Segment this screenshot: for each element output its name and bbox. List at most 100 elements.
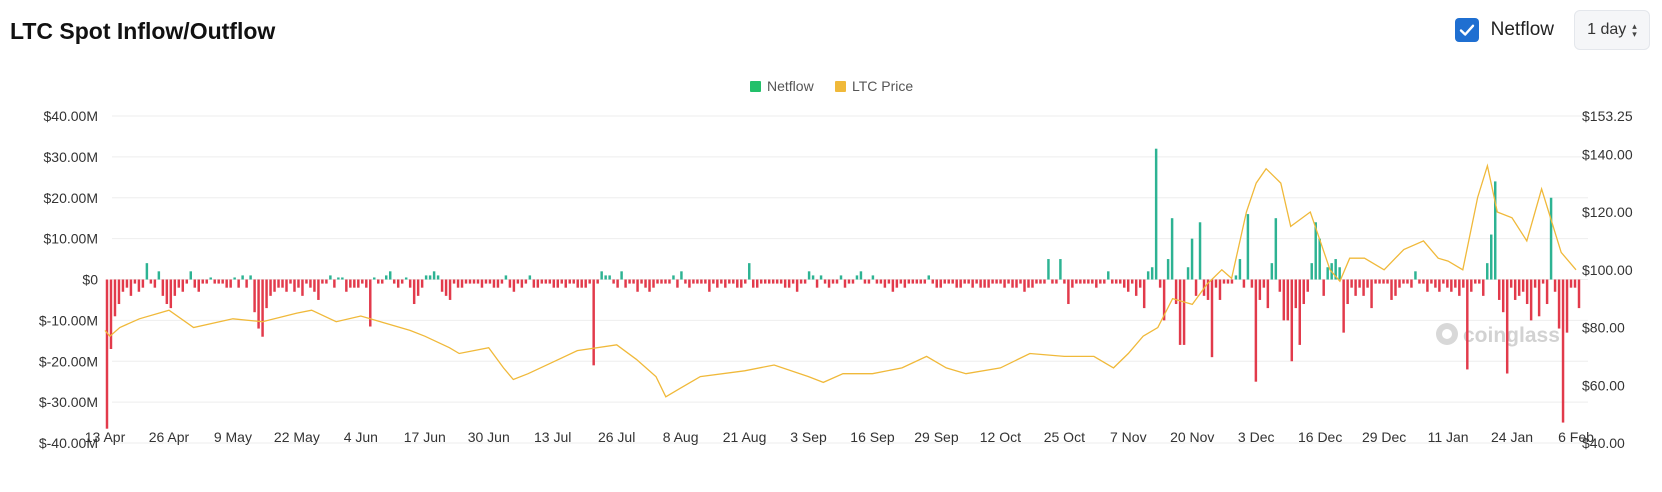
netflow-bar (959, 279, 962, 288)
netflow-bar (520, 279, 524, 288)
netflow-bar (1063, 279, 1066, 284)
netflow-bar (1537, 279, 1541, 317)
netflow-bar (807, 271, 811, 280)
netflow-bar (1103, 279, 1106, 284)
y-left-tick-label: $20.00M (44, 190, 98, 206)
netflow-bar (572, 279, 575, 284)
netflow-bar (1031, 279, 1034, 288)
netflow-bar (1386, 279, 1389, 284)
netflow-bar (329, 275, 332, 280)
x-tick-label: 3 Dec (1238, 429, 1275, 445)
netflow-bar (708, 279, 711, 292)
updown-chevron-icon: ▴ ▾ (1632, 21, 1637, 39)
netflow-bar (1286, 279, 1290, 321)
netflow-bar (867, 279, 871, 284)
netflow-bar (568, 279, 571, 284)
netflow-bar (1306, 279, 1309, 292)
netflow-bar (1398, 279, 1401, 288)
period-select[interactable]: 1 day ▴ ▾ (1574, 10, 1650, 50)
netflow-bar (1130, 279, 1134, 284)
netflow-bar (935, 279, 938, 288)
netflow-bar (1214, 279, 1218, 288)
netflow-bar (293, 279, 296, 292)
netflow-bar (117, 279, 121, 305)
netflow-bar (504, 275, 508, 280)
netflow-bar (1390, 279, 1393, 300)
netflow-bar (684, 279, 687, 284)
netflow-bar (1079, 279, 1082, 284)
netflow-bar (799, 279, 803, 284)
x-tick-label: 11 Jan (1428, 429, 1469, 445)
netflow-bar (811, 275, 815, 280)
netflow-bar (1466, 279, 1469, 370)
netflow-bar (907, 279, 911, 284)
netflow-bar (947, 279, 950, 284)
netflow-bar (855, 275, 859, 280)
netflow-bar (624, 279, 627, 288)
netflow-bar (1346, 279, 1349, 305)
netflow-bar (967, 279, 970, 284)
x-tick-label: 6 Feb (1558, 429, 1594, 445)
y-axis-right: $153.25 $140.00 $120.00 $100.00 $80.00 $60.00… (1582, 108, 1633, 451)
netflow-bar (1338, 267, 1341, 280)
netflow-bar (831, 279, 835, 284)
legend-netflow-label[interactable]: Netflow (767, 78, 815, 94)
netflow-bar (771, 279, 775, 284)
netflow-bar (632, 279, 635, 284)
netflow-bar (321, 279, 324, 284)
netflow-bar (712, 279, 715, 284)
netflow-bar (1394, 279, 1397, 296)
netflow-toggle-label[interactable]: Netflow (1490, 19, 1554, 40)
netflow-bar (1438, 279, 1441, 292)
y-left-tick-label: $-40.00M (39, 435, 98, 451)
x-tick-label: 26 Apr (149, 429, 190, 445)
x-tick-label: 26 Jul (598, 429, 635, 445)
netflow-bar (289, 279, 292, 284)
netflow-bar (1087, 279, 1090, 284)
netflow-checkbox[interactable] (1454, 18, 1479, 42)
netflow-bar (895, 279, 899, 288)
netflow-bar (859, 271, 863, 280)
netflow-bar (696, 279, 699, 284)
netflow-bar (325, 279, 328, 284)
netflow-bar (217, 279, 220, 284)
y-left-tick-label: $30.00M (44, 149, 98, 165)
netflow-bar (1545, 279, 1549, 305)
netflow-bar (1226, 279, 1230, 284)
netflow-bar (1442, 279, 1445, 284)
netflow-bar (333, 279, 336, 288)
netflow-bar (1422, 279, 1425, 284)
netflow-bar (1039, 279, 1042, 284)
netflow-bar (1206, 279, 1210, 300)
netflow-bar (576, 279, 579, 288)
netflow-bar (955, 279, 958, 288)
legend-price-label[interactable]: LTC Price (852, 78, 913, 94)
netflow-bar (680, 271, 683, 280)
netflow-bar (1019, 279, 1022, 284)
netflow-bar (253, 279, 256, 313)
x-tick-label: 8 Aug (663, 429, 699, 445)
y-right-tick-label: $40.00 (1582, 435, 1625, 451)
netflow-bar (373, 277, 376, 280)
netflow-bar (676, 279, 679, 288)
netflow-bar (616, 279, 619, 288)
x-tick-label: 3 Sep (790, 429, 827, 445)
netflow-bar (1095, 279, 1098, 288)
y-left-tick-label: $-30.00M (39, 394, 98, 410)
netflow-bar (185, 279, 189, 284)
netflow-bar (1270, 263, 1274, 280)
netflow-bar (1378, 279, 1381, 284)
netflow-bar (1434, 279, 1437, 288)
netflow-bar (1174, 279, 1178, 305)
netflow-bar (1505, 279, 1509, 374)
netflow-bar (847, 279, 851, 284)
netflow-bar (672, 275, 675, 280)
netflow-bar (1513, 279, 1517, 300)
netflow-bar (1119, 279, 1122, 284)
netflow-bar (1075, 279, 1078, 284)
netflow-bar (1549, 197, 1553, 280)
netflow-bar (349, 279, 352, 288)
netflow-bar (145, 263, 149, 280)
netflow-bar (1474, 279, 1477, 284)
